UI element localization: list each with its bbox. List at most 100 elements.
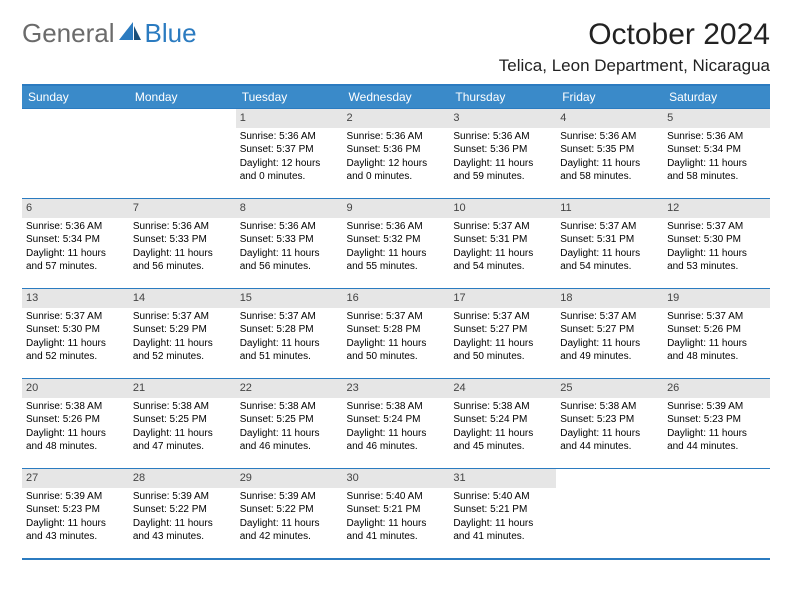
daylight-text: Daylight: 12 hours and 0 minutes. — [240, 157, 339, 184]
calendar-day-cell: 3Sunrise: 5:36 AMSunset: 5:36 PMDaylight… — [449, 109, 556, 199]
sunset-text: Sunset: 5:30 PM — [26, 323, 125, 337]
sunset-text: Sunset: 5:22 PM — [240, 503, 339, 517]
day-number: 31 — [449, 469, 556, 488]
sunset-text: Sunset: 5:36 PM — [453, 143, 552, 157]
daylight-text: Daylight: 11 hours and 55 minutes. — [347, 247, 446, 274]
daylight-text: Daylight: 11 hours and 45 minutes. — [453, 427, 552, 454]
calendar-day-cell — [556, 469, 663, 559]
day-number: 5 — [663, 109, 770, 128]
sunset-text: Sunset: 5:27 PM — [453, 323, 552, 337]
weekday-header: Monday — [129, 85, 236, 109]
day-number: 30 — [343, 469, 450, 488]
calendar-day-cell: 23 Sunrise: 5:38 AMSunset: 5:24 PMDayligh… — [343, 379, 450, 469]
day-number: 3 — [449, 109, 556, 128]
sunrise-text: Sunrise: 5:36 AM — [347, 130, 446, 144]
sunset-text: Sunset: 5:37 PM — [240, 143, 339, 157]
day-number: 4 — [556, 109, 663, 128]
weekday-header: Saturday — [663, 85, 770, 109]
sunset-text: Sunset: 5:31 PM — [560, 233, 659, 247]
calendar-day-cell: 17Sunrise: 5:37 AMSunset: 5:27 PMDayligh… — [449, 289, 556, 379]
sunset-text: Sunset: 5:29 PM — [133, 323, 232, 337]
day-number: 23 — [343, 379, 450, 398]
sunset-text: Sunset: 5:23 PM — [560, 413, 659, 427]
calendar-day-cell: 27Sunrise: 5:39 AMSunset: 5:23 PMDayligh… — [22, 469, 129, 559]
logo-sail-icon — [119, 18, 141, 49]
day-number: 20 — [22, 379, 129, 398]
daylight-text: Daylight: 11 hours and 46 minutes. — [347, 427, 446, 454]
calendar-week-row: 6Sunrise: 5:36 AMSunset: 5:34 PMDaylight… — [22, 199, 770, 289]
weekday-header-row: Sunday Monday Tuesday Wednesday Thursday… — [22, 85, 770, 109]
daylight-text: Daylight: 11 hours and 52 minutes. — [133, 337, 232, 364]
daylight-text: Daylight: 11 hours and 48 minutes. — [26, 427, 125, 454]
sunset-text: Sunset: 5:23 PM — [667, 413, 766, 427]
sunset-text: Sunset: 5:21 PM — [453, 503, 552, 517]
sunrise-text: Sunrise: 5:37 AM — [667, 220, 766, 234]
calendar-day-cell: 6Sunrise: 5:36 AMSunset: 5:34 PMDaylight… — [22, 199, 129, 289]
sunrise-text: Sunrise: 5:40 AM — [453, 490, 552, 504]
daylight-text: Daylight: 11 hours and 59 minutes. — [453, 157, 552, 184]
sunrise-text: Sunrise: 5:37 AM — [560, 220, 659, 234]
calendar-day-cell — [663, 469, 770, 559]
day-number: 1 — [236, 109, 343, 128]
calendar-day-cell: 30Sunrise: 5:40 AMSunset: 5:21 PMDayligh… — [343, 469, 450, 559]
calendar-day-cell: 9Sunrise: 5:36 AMSunset: 5:32 PMDaylight… — [343, 199, 450, 289]
calendar-day-cell: 5Sunrise: 5:36 AMSunset: 5:34 PMDaylight… — [663, 109, 770, 199]
daylight-text: Daylight: 12 hours and 0 minutes. — [347, 157, 446, 184]
calendar-week-row: 27Sunrise: 5:39 AMSunset: 5:23 PMDayligh… — [22, 469, 770, 559]
calendar-day-cell: 21 Sunrise: 5:38 AMSunset: 5:25 PMDayligh… — [129, 379, 236, 469]
sunrise-text: Sunrise: 5:37 AM — [667, 310, 766, 324]
sunrise-text: Sunrise: 5:38 AM — [133, 400, 232, 414]
sunset-text: Sunset: 5:25 PM — [240, 413, 339, 427]
sunrise-text: Sunrise: 5:40 AM — [347, 490, 446, 504]
location: Telica, Leon Department, Nicaragua — [499, 56, 770, 76]
sunrise-text: Sunrise: 5:39 AM — [667, 400, 766, 414]
daylight-text: Daylight: 11 hours and 41 minutes. — [347, 517, 446, 544]
sunset-text: Sunset: 5:23 PM — [26, 503, 125, 517]
sunrise-text: Sunrise: 5:38 AM — [347, 400, 446, 414]
day-number: 15 — [236, 289, 343, 308]
daylight-text: Daylight: 11 hours and 46 minutes. — [240, 427, 339, 454]
logo: General Blue — [22, 18, 197, 49]
calendar-day-cell: 22Sunrise: 5:38 AMSunset: 5:25 PMDayligh… — [236, 379, 343, 469]
daylight-text: Daylight: 11 hours and 47 minutes. — [133, 427, 232, 454]
day-number: 21 — [129, 379, 236, 398]
day-number: 27 — [22, 469, 129, 488]
sunset-text: Sunset: 5:35 PM — [560, 143, 659, 157]
sunrise-text: Sunrise: 5:36 AM — [26, 220, 125, 234]
header: General Blue October 2024 Telica, Leon D… — [22, 18, 770, 76]
day-number: 12 — [663, 199, 770, 218]
calendar-day-cell: 18Sunrise: 5:37 AMSunset: 5:27 PMDayligh… — [556, 289, 663, 379]
sunset-text: Sunset: 5:25 PM — [133, 413, 232, 427]
sunrise-text: Sunrise: 5:36 AM — [133, 220, 232, 234]
sunrise-text: Sunrise: 5:37 AM — [133, 310, 232, 324]
calendar-day-cell: 10Sunrise: 5:37 AMSunset: 5:31 PMDayligh… — [449, 199, 556, 289]
logo-text-general: General — [22, 18, 115, 49]
calendar-day-cell: 31Sunrise: 5:40 AMSunset: 5:21 PMDayligh… — [449, 469, 556, 559]
sunset-text: Sunset: 5:24 PM — [347, 413, 446, 427]
calendar-table: Sunday Monday Tuesday Wednesday Thursday… — [22, 84, 770, 560]
sunrise-text: Sunrise: 5:36 AM — [240, 220, 339, 234]
daylight-text: Daylight: 11 hours and 44 minutes. — [667, 427, 766, 454]
daylight-text: Daylight: 11 hours and 44 minutes. — [560, 427, 659, 454]
calendar-day-cell: 24Sunrise: 5:38 AMSunset: 5:24 PMDayligh… — [449, 379, 556, 469]
day-number: 18 — [556, 289, 663, 308]
day-number: 29 — [236, 469, 343, 488]
daylight-text: Daylight: 11 hours and 50 minutes. — [453, 337, 552, 364]
day-number: 28 — [129, 469, 236, 488]
daylight-text: Daylight: 11 hours and 42 minutes. — [240, 517, 339, 544]
day-number: 2 — [343, 109, 450, 128]
day-number: 24 — [449, 379, 556, 398]
daylight-text: Daylight: 11 hours and 43 minutes. — [133, 517, 232, 544]
calendar-day-cell — [129, 109, 236, 199]
daylight-text: Daylight: 11 hours and 57 minutes. — [26, 247, 125, 274]
day-number: 26 — [663, 379, 770, 398]
calendar-day-cell: 28Sunrise: 5:39 AMSunset: 5:22 PMDayligh… — [129, 469, 236, 559]
calendar-day-cell: 19Sunrise: 5:37 AMSunset: 5:26 PMDayligh… — [663, 289, 770, 379]
weekday-header: Thursday — [449, 85, 556, 109]
weekday-header: Tuesday — [236, 85, 343, 109]
sunset-text: Sunset: 5:28 PM — [347, 323, 446, 337]
daylight-text: Daylight: 11 hours and 52 minutes. — [26, 337, 125, 364]
sunrise-text: Sunrise: 5:36 AM — [240, 130, 339, 144]
day-number: 22 — [236, 379, 343, 398]
sunrise-text: Sunrise: 5:36 AM — [347, 220, 446, 234]
